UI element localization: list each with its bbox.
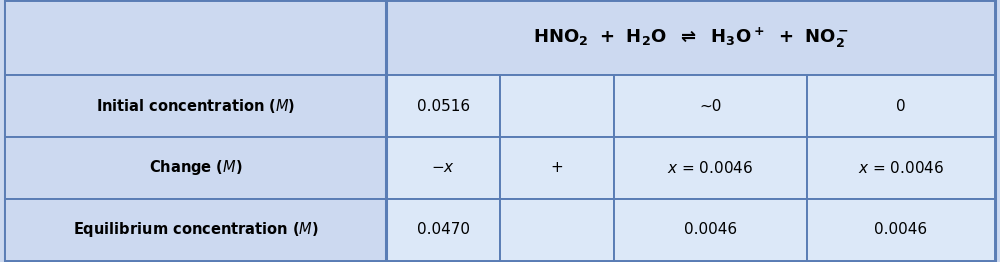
Bar xyxy=(386,199,500,261)
Text: $-x$: $-x$ xyxy=(431,161,455,176)
Text: Change ($\mathit{M}$): Change ($\mathit{M}$) xyxy=(149,159,242,177)
Bar xyxy=(500,199,614,261)
Bar xyxy=(5,137,386,199)
Bar xyxy=(386,1,995,75)
Bar xyxy=(807,75,995,137)
Text: $x$ = 0.0046: $x$ = 0.0046 xyxy=(858,160,944,176)
Bar xyxy=(500,137,614,199)
Text: ~0: ~0 xyxy=(699,99,722,114)
Bar xyxy=(386,137,500,199)
Bar xyxy=(614,199,807,261)
Text: Equilibrium concentration ($\mathit{M}$): Equilibrium concentration ($\mathit{M}$) xyxy=(73,220,318,239)
Text: 0: 0 xyxy=(896,99,906,114)
Bar xyxy=(386,75,500,137)
Text: 0.0470: 0.0470 xyxy=(417,222,470,237)
Text: $x$ = 0.0046: $x$ = 0.0046 xyxy=(667,160,754,176)
Text: 0.0516: 0.0516 xyxy=(417,99,470,114)
Bar xyxy=(500,75,614,137)
Bar xyxy=(5,199,386,261)
Bar xyxy=(807,137,995,199)
Text: 0.0046: 0.0046 xyxy=(684,222,737,237)
Bar xyxy=(807,199,995,261)
Text: $\mathbf{HNO_2}$  $\mathbf{+}$  $\mathbf{H_2O}$  $\mathbf{\rightleftharpoons}$  : $\mathbf{HNO_2}$ $\mathbf{+}$ $\mathbf{H… xyxy=(533,26,848,51)
Text: 0.0046: 0.0046 xyxy=(874,222,928,237)
Bar xyxy=(614,75,807,137)
Bar xyxy=(614,137,807,199)
Text: Initial concentration ($\mathit{M}$): Initial concentration ($\mathit{M}$) xyxy=(96,97,295,115)
Text: $+$: $+$ xyxy=(550,161,563,176)
Bar xyxy=(5,1,386,75)
Bar xyxy=(5,75,386,137)
